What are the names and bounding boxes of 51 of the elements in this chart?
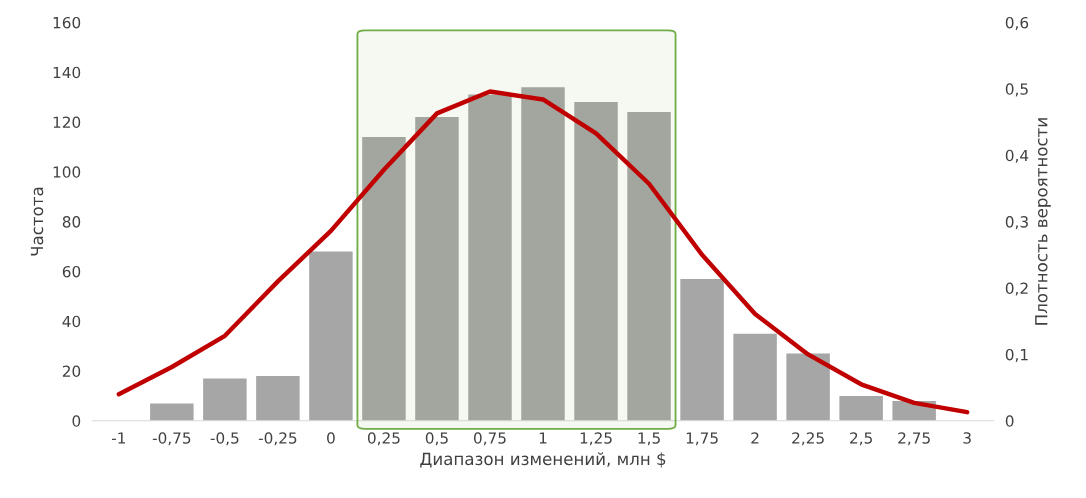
- bar: [256, 375, 300, 421]
- y-tick-label: 40: [62, 315, 81, 328]
- x-tick-label: -1: [111, 432, 126, 444]
- x-tick-label: -0,75: [152, 432, 191, 446]
- x-tick-label: 2: [751, 432, 759, 444]
- x-tick-label: 0,75: [473, 432, 506, 446]
- bar: [362, 136, 406, 421]
- x-tick-label: 0,25: [367, 432, 400, 446]
- bar: [839, 395, 883, 421]
- y-tick-label: 20: [62, 365, 81, 378]
- x-tick-label: 1: [539, 432, 547, 444]
- x-tick-label: 1,25: [580, 432, 612, 446]
- bar: [415, 117, 459, 421]
- bar: [468, 94, 512, 421]
- y-tick-label: 100: [53, 166, 81, 178]
- x-axis-title: Диапазон изменений, млн $: [420, 452, 666, 468]
- y-tick-label: 60: [62, 265, 81, 278]
- y-tick-label: 0: [72, 415, 81, 427]
- line-series: [116, 89, 970, 415]
- bar: [150, 403, 194, 421]
- bar: [521, 87, 565, 421]
- x-tick-label: 1,75: [686, 432, 718, 446]
- bar: [733, 333, 777, 421]
- y2-tick-label: 0,6: [1005, 16, 1029, 30]
- x-tick-label: 1,5: [638, 432, 660, 446]
- y2-tick-label: 0: [1005, 415, 1014, 427]
- bar: [680, 278, 724, 421]
- bar: [309, 251, 353, 421]
- y-tick-label: 80: [62, 216, 81, 228]
- y2-tick-label: 0,4: [1005, 149, 1029, 163]
- y2-axis-title: Плотность вероятности: [1035, 118, 1051, 325]
- bar: [627, 112, 671, 421]
- y-tick-label: 120: [53, 116, 81, 129]
- y2-tick-label: 0,1: [1005, 348, 1028, 362]
- y2-tick-label: 0,3: [1005, 216, 1028, 230]
- x-tick-label: 2,75: [898, 432, 930, 446]
- y-tick-label: 140: [53, 66, 81, 79]
- x-tick-label: 0: [327, 432, 335, 444]
- x-tick-label: -0,5: [210, 432, 239, 446]
- x-tick-label: 2,25: [792, 432, 824, 446]
- bar: [574, 102, 618, 421]
- bar: [786, 353, 830, 421]
- y-axis-title: Частота: [30, 187, 44, 256]
- bar: [203, 378, 247, 421]
- y-tick-label: 160: [53, 16, 81, 29]
- y2-tick-label: 0,2: [1005, 282, 1028, 296]
- x-tick-label: 0,5: [425, 432, 448, 446]
- y2-tick-label: 0,5: [1005, 83, 1028, 97]
- x-tick-label: -0,25: [258, 432, 297, 446]
- x-tick-label: 2,5: [850, 432, 872, 446]
- x-tick-label: 3: [963, 432, 971, 444]
